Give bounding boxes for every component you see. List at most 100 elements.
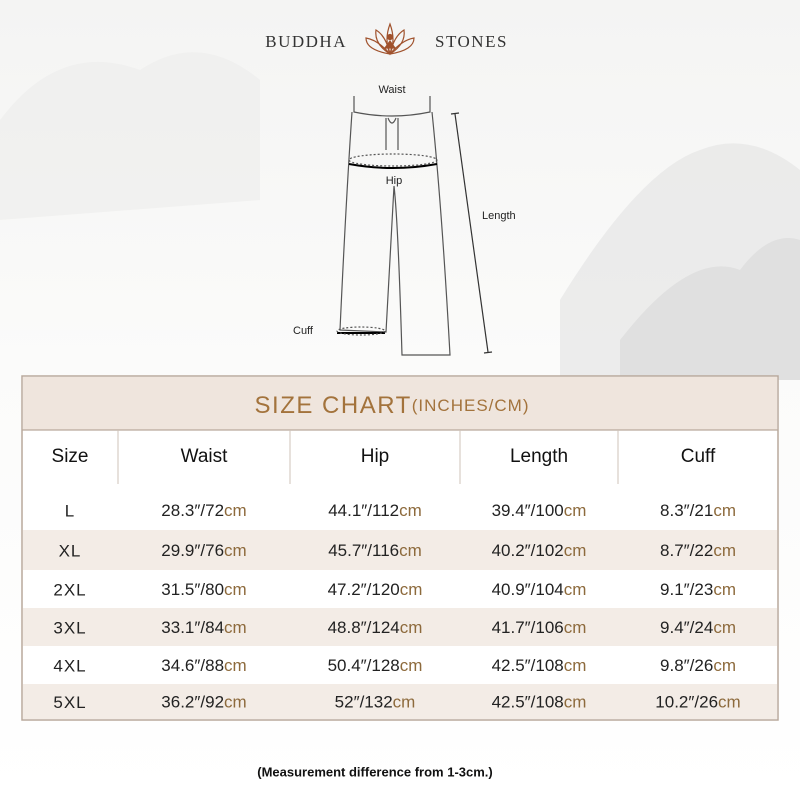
measurement-unit: cm <box>399 501 422 520</box>
measurement-cell: 39.4″/100cm <box>492 501 587 520</box>
table-row <box>23 530 777 570</box>
measurement-cell: 45.7″/116cm <box>328 541 422 560</box>
measurement-cell: 34.6″/88cm <box>161 656 246 675</box>
column-header: Length <box>510 446 568 467</box>
table-row <box>23 608 777 646</box>
pants-diagram <box>336 96 493 356</box>
size-cell: 4XL <box>53 656 86 675</box>
measurement-cell: 36.2″/92cm <box>161 693 246 712</box>
table-row <box>23 490 777 530</box>
table-row <box>23 646 777 684</box>
measurement-unit: cm <box>224 693 247 712</box>
measurement-value: 28.3″/72 <box>161 501 224 520</box>
measurement-cell: 9.4″/24cm <box>660 618 736 637</box>
measurement-unit: cm <box>224 541 247 560</box>
measurement-unit: cm <box>224 656 247 675</box>
measurement-value: 48.8″/124 <box>328 618 400 637</box>
measurement-cell: 44.1″/112cm <box>328 501 422 520</box>
measurement-value: 40.9″/104 <box>492 580 564 599</box>
logo-text: STONES <box>435 32 508 51</box>
measurement-value: 45.7″/116 <box>328 541 399 560</box>
size-cell: 5XL <box>53 693 86 712</box>
measurement-cell: 50.4″/128cm <box>328 656 423 675</box>
logo-lotus <box>365 22 415 56</box>
title-unit: (INCHES/CM) <box>412 396 530 415</box>
mountain <box>0 52 260 220</box>
measurement-cell: 42.5″/108cm <box>492 656 587 675</box>
column-header: Hip <box>361 446 390 467</box>
measurement-cell: 31.5″/80cm <box>161 580 246 599</box>
measurement-unit: cm <box>399 541 422 560</box>
measurement-cell: 9.1″/23cm <box>660 580 736 599</box>
measurement-value: 29.9″/76 <box>161 541 224 560</box>
footnote: (Measurement difference from 1-3cm.) <box>257 764 493 779</box>
diagram-label: Waist <box>378 84 405 96</box>
table-row <box>23 684 777 719</box>
measurement-value: 47.2″/120 <box>328 580 400 599</box>
measurement-value: 42.5″/108 <box>492 656 564 675</box>
measurement-value: 33.1″/84 <box>161 618 224 637</box>
measurement-cell: 41.7″/106cm <box>492 618 587 637</box>
measurement-cell: 10.2″/26cm <box>655 693 740 712</box>
measurement-unit: cm <box>400 618 423 637</box>
diagram-label: Cuff <box>293 325 314 337</box>
measurement-cell: 29.9″/76cm <box>161 541 246 560</box>
measurement-cell: 47.2″/120cm <box>328 580 423 599</box>
measurement-unit: cm <box>564 501 587 520</box>
measurement-cell: 28.3″/72cm <box>161 501 246 520</box>
measurement-cell: 52″/132cm <box>335 693 416 712</box>
measurement-value: 31.5″/80 <box>161 580 224 599</box>
measurement-unit: cm <box>713 656 736 675</box>
measurement-value: 52″/132 <box>335 693 393 712</box>
table-row <box>23 570 777 608</box>
measurement-unit: cm <box>224 501 247 520</box>
column-header: Size <box>52 446 89 467</box>
measurement-unit: cm <box>564 618 587 637</box>
measurement-unit: cm <box>564 693 587 712</box>
measurement-unit: cm <box>713 580 736 599</box>
measurement-value: 44.1″/112 <box>328 501 399 520</box>
measurement-unit: cm <box>713 541 736 560</box>
measurement-value: 42.5″/108 <box>492 693 564 712</box>
measurement-unit: cm <box>564 580 587 599</box>
measurement-cell: 48.8″/124cm <box>328 618 423 637</box>
measurement-unit: cm <box>393 693 416 712</box>
measurement-unit: cm <box>564 541 587 560</box>
diagram-label: Length <box>482 210 516 222</box>
measurement-unit: cm <box>224 580 247 599</box>
measurement-value: 34.6″/88 <box>161 656 224 675</box>
measurement-cell: 40.2″/102cm <box>492 541 587 560</box>
measurement-value: 9.8″/26 <box>660 656 713 675</box>
logo-text: BUDDHA <box>265 32 347 51</box>
table-title: SIZE CHART(INCHES/CM) <box>255 392 530 419</box>
column-header: Cuff <box>681 446 716 467</box>
size-cell: XL <box>59 541 82 560</box>
table-title-band <box>23 377 777 430</box>
mountain <box>620 238 800 380</box>
measurement-cell: 40.9″/104cm <box>492 580 587 599</box>
measurement-unit: cm <box>713 618 736 637</box>
column-header: Waist <box>181 446 229 467</box>
measurement-value: 40.2″/102 <box>492 541 564 560</box>
measurement-value: 41.7″/106 <box>492 618 564 637</box>
measurement-cell: 8.7″/22cm <box>660 541 736 560</box>
measurement-value: 36.2″/92 <box>161 693 224 712</box>
measurement-cell: 33.1″/84cm <box>161 618 246 637</box>
measurement-value: 8.3″/21 <box>660 501 713 520</box>
measurement-value: 50.4″/128 <box>328 656 400 675</box>
measurement-value: 39.4″/100 <box>492 501 564 520</box>
measurement-value: 9.1″/23 <box>660 580 713 599</box>
measurement-cell: 9.8″/26cm <box>660 656 736 675</box>
measurement-cell: 8.3″/21cm <box>660 501 736 520</box>
measurement-unit: cm <box>718 693 741 712</box>
size-cell: 2XL <box>53 580 86 599</box>
measurement-unit: cm <box>224 618 247 637</box>
size-cell: L <box>65 501 75 520</box>
measurement-unit: cm <box>400 656 423 675</box>
measurement-cell: 42.5″/108cm <box>492 693 587 712</box>
diagram-label: Hip <box>386 175 403 187</box>
measurement-unit: cm <box>564 656 587 675</box>
measurement-unit: cm <box>400 580 423 599</box>
